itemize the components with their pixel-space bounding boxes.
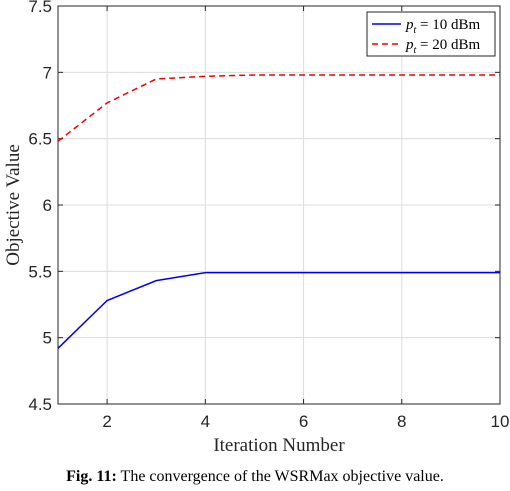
x-tick-label: 4	[201, 412, 210, 431]
series-line-1	[57, 271, 500, 349]
legend: pt = 10 dBm pt = 20 dBm	[366, 11, 496, 57]
y-tick-label: 7.5	[28, 0, 52, 16]
x-tick-label: 8	[397, 412, 406, 431]
legend-box	[366, 11, 496, 57]
y-tick-label: 6	[43, 196, 52, 215]
y-tick-label: 5.5	[28, 262, 52, 281]
series-line-2	[57, 74, 500, 142]
legend-label-1: pt = 10 dBm	[405, 17, 480, 36]
caption-text: The convergence of the WSRMax objective …	[116, 468, 444, 485]
y-tick-label: 6.5	[28, 130, 52, 149]
x-axis-label: Iteration Number	[213, 435, 345, 456]
y-tick-label: 4.5	[28, 395, 52, 414]
y-tick-label: 7	[43, 63, 52, 82]
x-tick-label: 2	[102, 412, 111, 431]
y-axis-label: Objective Value	[3, 144, 24, 266]
axis-ticks: 2 4 6 8 10 4.5 5 5.5 6 6.5 7 7.5	[28, 0, 509, 431]
x-tick-label: 6	[299, 412, 308, 431]
figure-caption: Fig. 11: The convergence of the WSRMax o…	[0, 468, 510, 486]
legend-label-2: pt = 20 dBm	[405, 37, 480, 56]
y-tick-label: 5	[43, 329, 52, 348]
caption-label: Fig. 11:	[66, 468, 117, 485]
x-tick-label: 10	[491, 412, 510, 431]
grid-lines	[58, 5, 501, 405]
series-lines	[57, 74, 500, 349]
